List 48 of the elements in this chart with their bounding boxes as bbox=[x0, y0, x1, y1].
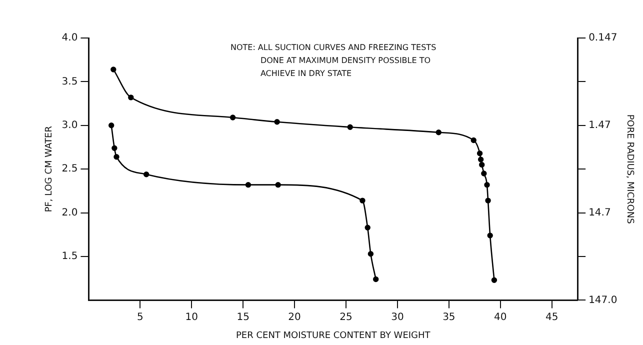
y-tick-label: 3.0 bbox=[62, 120, 78, 131]
x-tick-label: 5 bbox=[136, 312, 144, 323]
point bbox=[470, 137, 476, 144]
point bbox=[230, 114, 236, 120]
x-tick-label: 40 bbox=[494, 312, 507, 323]
x-tick-label: 35 bbox=[442, 312, 456, 323]
annotation: NOTE: ALL SUCTION CURVES AND FREEZING TESTS DONE AT MAXIMUM DENSITY POSSIBLE TO ACHIEVE IN DRY STATE bbox=[230, 43, 436, 78]
x-tick-label: 10 bbox=[185, 312, 198, 323]
point bbox=[491, 277, 498, 283]
point bbox=[112, 145, 118, 151]
x-tick-label: 20 bbox=[288, 312, 301, 323]
point bbox=[479, 162, 485, 168]
point bbox=[476, 150, 483, 156]
y2-axis-title: PORE RADIUS, MICRONS bbox=[624, 114, 634, 224]
x-tick-label: 45 bbox=[545, 312, 558, 323]
point bbox=[128, 94, 134, 100]
point bbox=[484, 182, 490, 188]
y-tick-label: 2.5 bbox=[62, 164, 78, 175]
point bbox=[360, 198, 366, 204]
x-tick-label: 30 bbox=[391, 312, 404, 323]
point bbox=[347, 124, 353, 130]
point bbox=[108, 122, 114, 128]
y-tick-label: 2.0 bbox=[62, 207, 78, 218]
point bbox=[481, 170, 487, 176]
y2-tick-label: 0.147 bbox=[588, 32, 618, 44]
y2-tick-label: 14.7 bbox=[588, 207, 611, 218]
y-axis-title: PF, LOG CM WATER bbox=[44, 126, 55, 212]
x-tick-label: 15 bbox=[236, 312, 250, 323]
y2-tick-label: 147.0 bbox=[588, 294, 618, 306]
point bbox=[114, 154, 120, 160]
point bbox=[373, 276, 379, 282]
x-axis-title: PER CENT MOISTURE CONTENT BY WEIGHT bbox=[236, 330, 431, 341]
point bbox=[478, 156, 484, 162]
y-tick-label: 1.5 bbox=[62, 251, 78, 262]
point bbox=[436, 130, 442, 136]
point bbox=[143, 171, 150, 178]
point bbox=[368, 251, 374, 257]
point bbox=[485, 198, 491, 204]
point bbox=[110, 66, 116, 72]
point bbox=[274, 119, 280, 125]
point bbox=[275, 182, 281, 188]
y-tick-label: 4.0 bbox=[62, 32, 78, 44]
x-tick-label: 25 bbox=[340, 312, 352, 323]
point bbox=[487, 232, 493, 238]
point bbox=[245, 182, 252, 188]
y2-tick-label: 1.47 bbox=[588, 120, 611, 131]
point bbox=[364, 224, 370, 231]
y-tick-label: 3.5 bbox=[62, 76, 78, 88]
